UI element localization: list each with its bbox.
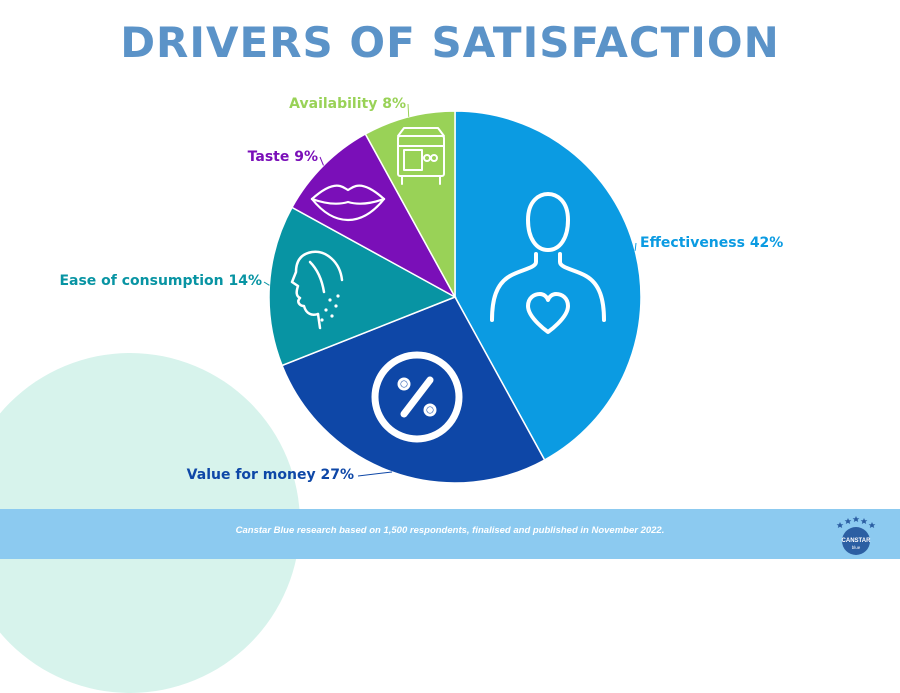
- pie-slice-effectiveness: [454, 110, 642, 462]
- leader-line-effectiveness: [634, 242, 637, 251]
- leader-line-value-for-money: [357, 471, 393, 477]
- logo-wordmark: CANSTAR: [842, 538, 872, 544]
- leader-line-availability: [407, 103, 410, 117]
- person-heart-icon: [490, 192, 606, 334]
- pie-slice-taste: [290, 132, 457, 299]
- pie-slice-ease-of-consumption: [268, 206, 457, 367]
- logo-subtext: blue: [852, 545, 861, 550]
- slice-label-ease-of-consumption: Ease of consumption 14%: [59, 273, 262, 289]
- slice-label-effectiveness: Effectiveness 42%: [640, 235, 783, 251]
- canstar-blue-logo: CANSTAR blue: [836, 516, 876, 555]
- footer-note: Canstar Blue research based on 1,500 res…: [235, 525, 665, 536]
- chart-title: DRIVERS OF SATISFACTION: [120, 18, 780, 67]
- footer-bar: Canstar Blue research based on 1,500 res…: [0, 509, 900, 559]
- pie-chart: Effectiveness 42% Value for money 27% Ea…: [59, 96, 783, 484]
- lips-icon: [310, 184, 386, 222]
- pie-slice-availability: [364, 110, 456, 298]
- slice-label-taste: Taste 9%: [248, 149, 318, 165]
- slice-label-value-for-money: Value for money 27%: [187, 467, 354, 483]
- slice-label-availability: Availability 8%: [289, 96, 406, 112]
- store-icon: [397, 127, 445, 185]
- leader-line-ease-of-consumption: [263, 281, 270, 286]
- face-swallow-icon: [290, 250, 344, 330]
- percent-icon: [371, 351, 463, 443]
- leader-line-taste: [319, 156, 324, 166]
- pie-slice-value-for-money: [281, 296, 546, 484]
